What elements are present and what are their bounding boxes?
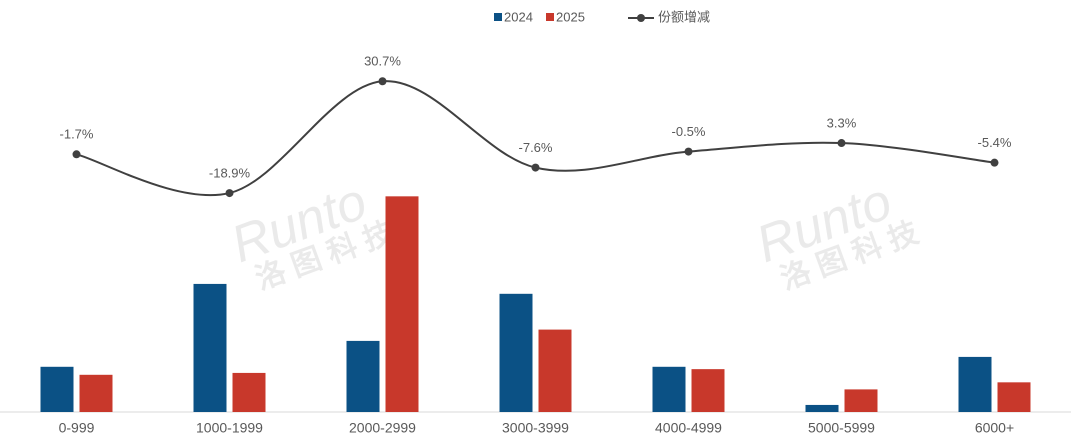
bar [691, 369, 725, 412]
line-marker [531, 163, 540, 172]
line-marker [837, 139, 846, 148]
bar [997, 382, 1031, 412]
x-tick-label: 4000-4999 [655, 420, 722, 436]
x-tick-label: 2000-2999 [349, 420, 416, 436]
bar [844, 389, 878, 412]
bar [40, 366, 74, 412]
x-tick-label: 3000-3999 [502, 420, 569, 436]
bar [958, 356, 992, 412]
line-marker [225, 189, 234, 198]
x-tick-label: 0-999 [59, 420, 95, 436]
x-tick-label: 6000+ [975, 420, 1014, 436]
data-label: -0.5% [672, 124, 706, 139]
legend-label: 2025 [556, 9, 585, 24]
data-label: 30.7% [364, 54, 401, 69]
legend-label: 2024 [504, 9, 533, 24]
line-marker [684, 147, 693, 156]
bar [652, 366, 686, 412]
x-tick-label: 1000-1999 [196, 420, 263, 436]
bar [538, 329, 572, 412]
bar [385, 196, 419, 412]
line-marker [378, 77, 387, 86]
bar [346, 340, 380, 412]
line-marker [72, 150, 81, 159]
legend-swatch [637, 14, 645, 22]
data-label: -18.9% [209, 166, 251, 181]
x-tick-label: 5000-5999 [808, 420, 875, 436]
data-label: -5.4% [978, 135, 1012, 150]
line-marker [990, 158, 999, 167]
legend-label: 份额增减 [658, 9, 710, 24]
bar [79, 374, 113, 412]
data-label: -1.7% [60, 127, 94, 142]
bar [232, 372, 266, 412]
legend-swatch [494, 13, 502, 21]
bar [805, 404, 839, 412]
bar [499, 293, 533, 412]
legend-swatch [546, 13, 554, 21]
data-label: -7.6% [519, 140, 553, 155]
data-label: 3.3% [827, 115, 857, 130]
bar [193, 283, 227, 412]
